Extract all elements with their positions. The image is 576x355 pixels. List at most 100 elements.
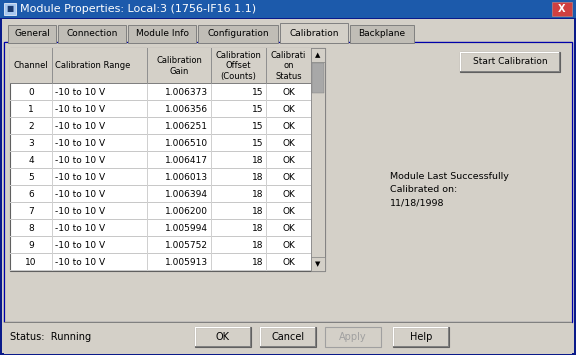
Bar xyxy=(393,327,449,328)
Text: 1: 1 xyxy=(28,105,34,114)
Bar xyxy=(325,327,381,347)
Bar xyxy=(266,237,267,254)
Bar xyxy=(198,25,278,43)
Bar xyxy=(260,327,261,347)
Bar xyxy=(393,327,394,347)
Text: -10 to 10 V: -10 to 10 V xyxy=(55,156,105,165)
Text: Calibration
Gain: Calibration Gain xyxy=(156,56,202,76)
Text: ▼: ▼ xyxy=(315,261,321,267)
Text: 1.006417: 1.006417 xyxy=(165,156,208,165)
Bar xyxy=(52,135,53,152)
Bar xyxy=(10,270,311,271)
Text: OK: OK xyxy=(282,156,295,165)
Text: 1.005752: 1.005752 xyxy=(165,241,208,250)
Bar xyxy=(147,203,148,220)
Bar xyxy=(52,169,53,186)
Bar xyxy=(460,52,560,72)
Bar xyxy=(266,169,267,186)
Text: Channel: Channel xyxy=(14,61,48,71)
Text: ▲: ▲ xyxy=(315,52,321,58)
Bar xyxy=(147,135,148,152)
Text: -10 to 10 V: -10 to 10 V xyxy=(55,190,105,199)
Bar xyxy=(52,101,53,118)
Text: 18: 18 xyxy=(252,173,263,182)
Text: OK: OK xyxy=(282,139,295,148)
Bar xyxy=(195,327,251,328)
Text: 10: 10 xyxy=(25,258,37,267)
Text: Connection: Connection xyxy=(66,29,118,38)
Bar xyxy=(280,23,348,43)
Text: 0: 0 xyxy=(28,88,34,97)
Text: 6: 6 xyxy=(28,190,34,199)
Text: 4: 4 xyxy=(28,156,34,165)
Text: 5: 5 xyxy=(28,173,34,182)
Bar xyxy=(147,186,148,203)
Bar xyxy=(147,254,148,271)
Bar xyxy=(266,203,267,220)
Text: 18: 18 xyxy=(252,258,263,267)
Text: 1.005913: 1.005913 xyxy=(165,258,208,267)
Text: OK: OK xyxy=(282,224,295,233)
Bar xyxy=(10,134,311,135)
Text: 8: 8 xyxy=(28,224,34,233)
Bar xyxy=(211,135,212,152)
Text: 18: 18 xyxy=(252,207,263,216)
Bar xyxy=(211,84,212,101)
Bar xyxy=(460,71,560,72)
Bar xyxy=(552,2,572,16)
Bar xyxy=(0,0,576,18)
Text: Calibration
Offset
(Counts): Calibration Offset (Counts) xyxy=(215,51,262,81)
Text: 18: 18 xyxy=(252,241,263,250)
Text: 1.006013: 1.006013 xyxy=(165,173,208,182)
Text: OK: OK xyxy=(282,88,295,97)
Bar xyxy=(266,254,267,271)
Bar xyxy=(52,254,53,271)
Text: -10 to 10 V: -10 to 10 V xyxy=(55,105,105,114)
Bar xyxy=(10,236,311,237)
Bar xyxy=(460,52,560,53)
Bar xyxy=(8,25,56,43)
Text: 3: 3 xyxy=(28,139,34,148)
Bar xyxy=(147,48,148,84)
Bar xyxy=(211,152,212,169)
Text: General: General xyxy=(14,29,50,38)
Bar xyxy=(10,48,311,84)
Text: OK: OK xyxy=(282,173,295,182)
Bar xyxy=(10,219,311,220)
Bar xyxy=(10,117,311,118)
Text: OK: OK xyxy=(282,190,295,199)
Bar xyxy=(448,327,449,347)
Bar xyxy=(250,327,251,347)
Text: 2: 2 xyxy=(28,122,34,131)
Bar xyxy=(52,186,53,203)
Bar xyxy=(266,48,267,84)
Text: Help: Help xyxy=(410,332,432,342)
Text: 7: 7 xyxy=(28,207,34,216)
Bar xyxy=(211,203,212,220)
Bar xyxy=(211,101,212,118)
Bar xyxy=(5,43,571,321)
Bar xyxy=(10,48,325,271)
Text: -10 to 10 V: -10 to 10 V xyxy=(55,241,105,250)
Bar xyxy=(211,118,212,135)
Bar xyxy=(147,118,148,135)
Bar xyxy=(266,101,267,118)
Text: OK: OK xyxy=(282,241,295,250)
Bar xyxy=(266,118,267,135)
Bar xyxy=(52,203,53,220)
Bar xyxy=(52,118,53,135)
Bar xyxy=(4,322,572,323)
Text: 15: 15 xyxy=(252,122,263,131)
Bar xyxy=(4,3,16,15)
Text: -10 to 10 V: -10 to 10 V xyxy=(55,139,105,148)
Bar xyxy=(52,48,53,84)
Text: 18: 18 xyxy=(252,156,263,165)
Text: Module Info: Module Info xyxy=(135,29,188,38)
Bar xyxy=(350,25,414,43)
Bar xyxy=(393,327,449,347)
Bar xyxy=(147,84,148,101)
Bar xyxy=(211,48,212,84)
Bar xyxy=(311,48,325,271)
Text: X: X xyxy=(558,4,566,14)
Text: OK: OK xyxy=(216,332,230,342)
